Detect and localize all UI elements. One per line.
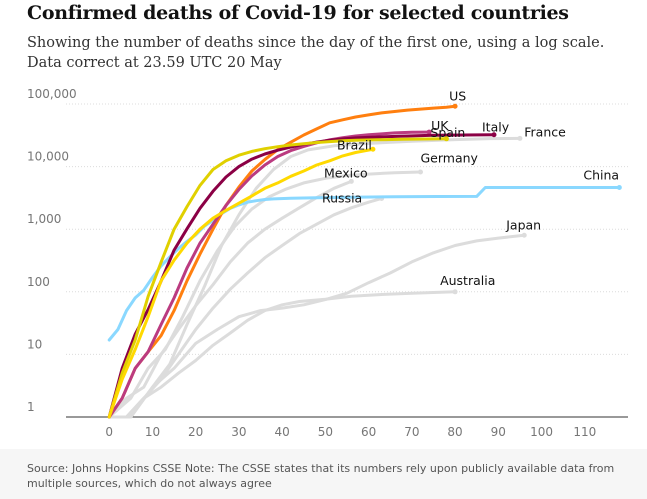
series-line-japan (107, 233, 526, 419)
y-tick-label: 10 (27, 337, 42, 351)
series-end-dot-us (452, 103, 458, 109)
subtitle-line-2: Data correct at 23.59 UTC 20 May (27, 55, 282, 71)
subtitle-line-1: Showing the number of deaths since the d… (27, 35, 605, 51)
series-lines (107, 103, 622, 419)
series-label-france: France (524, 125, 566, 140)
x-tick-label: 40 (275, 425, 290, 439)
series-end-dot-japan (521, 232, 527, 238)
series-line-australia (107, 290, 457, 419)
series-label-spain: Spain (430, 125, 465, 140)
series-end-dot-australia (452, 289, 458, 295)
series-label-uk: UK (431, 118, 449, 133)
x-tick-label: 110 (573, 425, 596, 439)
series-label-china: China (583, 168, 619, 183)
series-line-spain (107, 137, 448, 419)
series-end-dot-china (616, 184, 622, 190)
x-tick-label: 30 (231, 425, 246, 439)
series-label-russia: Russia (322, 190, 362, 205)
x-tick-label: 20 (188, 425, 203, 439)
series-labels: France Germany Mexico Russia Japan Australia C… (322, 88, 619, 288)
source-note: Source: Johns Hopkins CSSE Note: The CSS… (27, 462, 615, 490)
series-label-germany: Germany (420, 151, 478, 166)
series-line-uk (107, 130, 431, 419)
series-label-mexico: Mexico (324, 165, 368, 180)
series-line-mexico (107, 179, 353, 419)
series-label-us: US (449, 88, 466, 103)
chart-subtitle: Showing the number of deaths since the d… (27, 33, 627, 73)
x-axis: 0 10 20 30 40 50 60 70 80 90 100 110 (105, 425, 596, 439)
x-tick-label: 0 (105, 425, 113, 439)
series-end-dot-uk (426, 129, 432, 135)
x-tick-label: 50 (318, 425, 333, 439)
x-tick-label: 80 (447, 425, 462, 439)
x-tick-label: 90 (491, 425, 506, 439)
series-label-italy: Italy (482, 120, 510, 135)
y-tick-label: 100 (27, 275, 50, 289)
x-tick-label: 60 (361, 425, 376, 439)
series-line-france (107, 136, 522, 419)
series-end-dot-brazil (370, 146, 376, 152)
chart-title: Confirmed deaths of Covid-19 for selecte… (27, 2, 569, 24)
y-tick-label: 10,000 (27, 150, 69, 164)
y-tick-label: 1,000 (27, 212, 61, 226)
series-label-australia: Australia (440, 273, 495, 288)
x-tick-label: 70 (404, 425, 419, 439)
chart-area: 0 10 20 30 40 50 60 70 80 90 100 110 1101001,00010,… (27, 87, 628, 439)
series-end-dot-italy (491, 132, 497, 138)
x-tick-label: 100 (530, 425, 553, 439)
footer-panel (0, 449, 647, 499)
series-label-japan: Japan (505, 217, 541, 232)
y-axis: 1 10 100 1,000 10,000 100,000 (27, 87, 77, 414)
x-tick-label: 10 (145, 425, 160, 439)
series-label-brazil: Brazil (337, 137, 372, 152)
y-tick-label: 1 (27, 400, 35, 414)
series-end-dot-spain (443, 136, 449, 142)
y-tick-label: 100,000 (27, 87, 77, 101)
series-line-brazil (107, 147, 375, 419)
series-end-dot-germany (417, 169, 423, 175)
series-end-dot-france (517, 135, 523, 141)
series-end-dot-mexico (348, 178, 354, 184)
